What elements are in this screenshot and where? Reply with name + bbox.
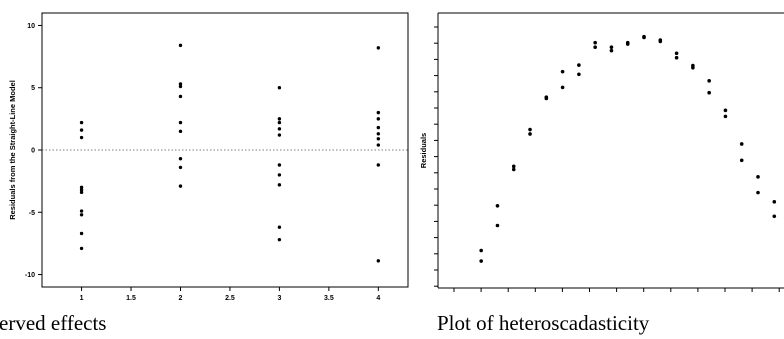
data-point	[625, 42, 630, 46]
data-point	[79, 188, 84, 192]
y-tick-label: -5	[29, 210, 35, 217]
data-point	[79, 209, 84, 213]
data-point	[495, 203, 500, 208]
data-point	[674, 51, 679, 56]
data-point	[178, 120, 183, 125]
data-point	[674, 55, 679, 60]
data-point	[277, 86, 282, 90]
data-point	[277, 120, 282, 125]
right-heteroscedasticity-chart: Residuals	[419, 12, 784, 292]
data-point	[495, 223, 500, 228]
data-point	[277, 133, 282, 137]
y-tick-label: 5	[31, 85, 35, 92]
data-point	[277, 117, 282, 121]
data-point	[609, 48, 614, 53]
data-point	[723, 108, 728, 113]
data-point	[511, 164, 516, 169]
data-point	[658, 39, 663, 44]
data-point	[79, 213, 84, 217]
data-point	[772, 214, 777, 219]
data-point	[178, 43, 183, 48]
data-point	[277, 173, 282, 177]
y-axis-title: Residuals from the Straight-Line Model	[8, 80, 17, 220]
data-point	[642, 35, 646, 40]
data-point	[178, 129, 183, 134]
data-point	[376, 137, 381, 141]
y-axis-title: Residuals	[419, 133, 428, 168]
data-point	[79, 120, 84, 125]
data-point	[277, 225, 282, 229]
data-point	[376, 163, 381, 167]
data-point	[79, 185, 84, 190]
data-point	[277, 127, 282, 131]
data-point	[277, 163, 282, 167]
data-point	[560, 69, 565, 74]
data-point	[178, 82, 183, 86]
data-point	[723, 114, 728, 119]
x-tick-label: 4	[376, 295, 380, 302]
x-tick-label: 3.5	[324, 295, 334, 302]
data-point	[739, 158, 744, 163]
left-caption: erved effects	[0, 311, 107, 335]
data-point	[376, 117, 381, 121]
x-tick-label: 2.5	[225, 295, 235, 302]
data-point	[544, 96, 549, 101]
data-point	[376, 259, 381, 263]
data-point	[577, 63, 581, 67]
data-point	[560, 85, 565, 90]
data-point	[277, 237, 282, 242]
data-point	[593, 45, 597, 49]
y-tick-label: -10	[25, 272, 35, 279]
data-point	[79, 246, 84, 251]
data-point	[609, 45, 614, 49]
data-point	[528, 127, 532, 132]
data-point	[593, 40, 597, 45]
data-point	[376, 46, 381, 50]
data-point	[691, 65, 695, 70]
data-point	[178, 184, 183, 188]
data-point	[178, 157, 183, 161]
data-point	[79, 190, 84, 195]
data-point	[707, 79, 711, 83]
data-point	[479, 259, 483, 263]
data-point	[739, 142, 744, 146]
data-point	[79, 128, 84, 132]
data-point	[79, 231, 84, 236]
data-point	[707, 90, 711, 95]
data-point	[178, 165, 183, 170]
data-point	[178, 84, 183, 89]
data-point	[528, 132, 532, 136]
x-tick-label: 3	[277, 295, 281, 302]
data-point	[376, 132, 381, 136]
right-caption: Plot of heteroscadasticity	[437, 311, 650, 335]
data-point	[479, 248, 483, 253]
x-tick-label: 1.5	[126, 295, 136, 302]
data-point	[756, 190, 760, 195]
x-tick-label: 2	[179, 295, 183, 302]
data-point	[277, 183, 282, 187]
data-point	[376, 110, 381, 115]
data-point	[772, 200, 777, 204]
data-point	[178, 94, 183, 99]
y-tick-label: 0	[31, 148, 35, 155]
x-tick-label: 1	[80, 295, 84, 302]
data-point	[756, 175, 760, 179]
data-point	[79, 135, 84, 140]
data-point	[376, 125, 381, 130]
data-point	[511, 167, 516, 172]
data-point	[376, 143, 381, 147]
left-residual-chart: 1 1.5 2 2.5 3 3.5 4 10 5 0 -5 -10 Residuals from the…	[8, 12, 409, 302]
data-point	[577, 72, 581, 77]
y-tick-label: 10	[27, 23, 35, 30]
